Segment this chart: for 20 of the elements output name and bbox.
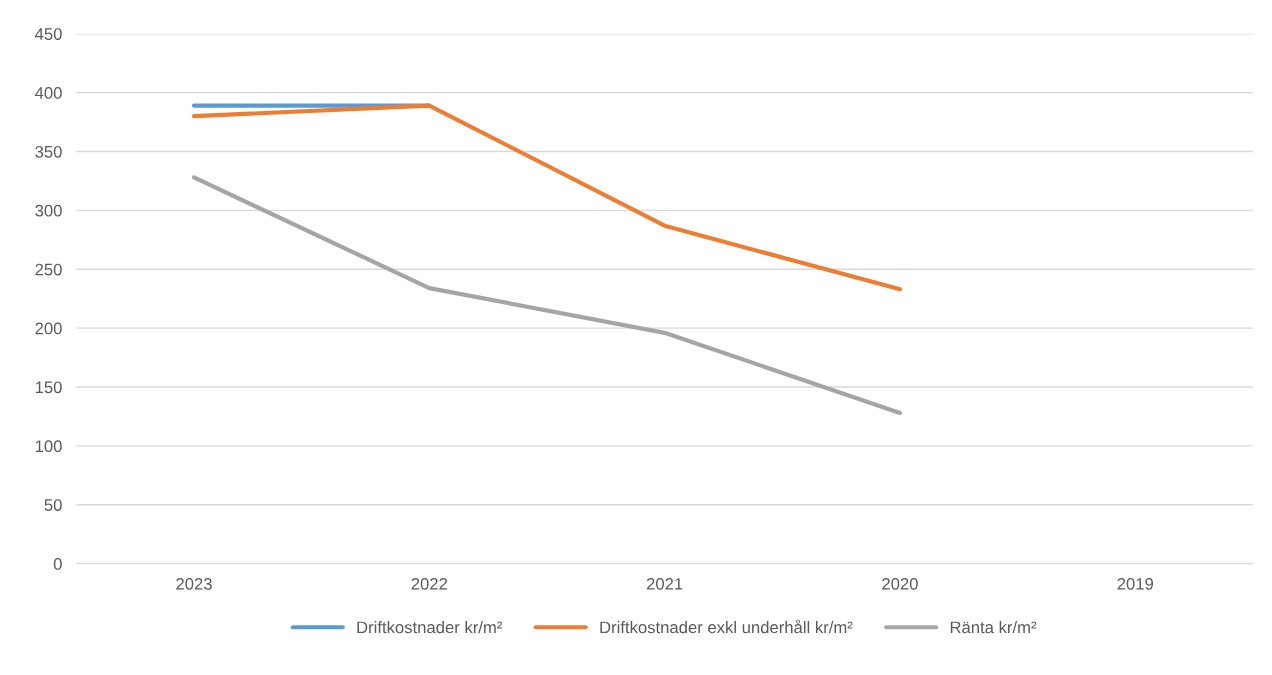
y-tick-label: 350: [35, 145, 62, 158]
x-tick-label: 2020: [882, 577, 918, 590]
y-tick-label: 450: [35, 28, 62, 40]
legend-label: Driftkostnader exkl underhåll kr/m²: [600, 619, 853, 634]
line-series: [191, 175, 903, 415]
x-tick-label: 2022: [411, 577, 447, 590]
y-tick-label: 200: [35, 322, 62, 335]
y-tick-label: 50: [44, 499, 62, 511]
legend-label: Driftkostnader kr/m²: [357, 621, 503, 634]
y-tick-label: 400: [35, 87, 62, 99]
x-tick-label: 2021: [646, 577, 683, 590]
x-tick-label: 2023: [176, 577, 212, 590]
legend-label: Ränta kr/m²: [950, 621, 1037, 634]
y-tick-label: 150: [35, 381, 62, 394]
x-tick-label: 2019: [1117, 577, 1154, 590]
y-tick-label: 0: [53, 558, 62, 570]
y-tick-label: 250: [35, 263, 62, 276]
y-tick-label: 100: [35, 440, 62, 453]
y-tick-label: 300: [35, 204, 62, 217]
line-series: [191, 103, 903, 292]
